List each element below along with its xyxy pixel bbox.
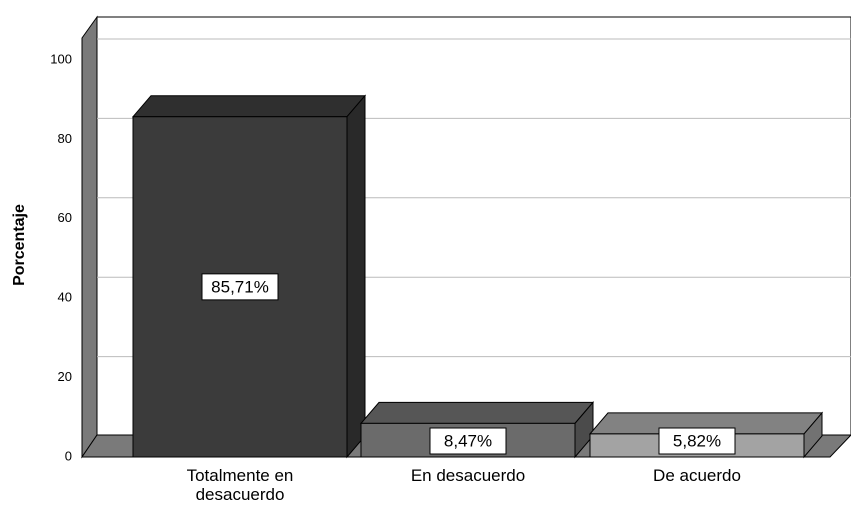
y-tick-label: 40 [58, 290, 72, 305]
y-tick-label: 60 [58, 210, 72, 225]
y-tick-label: 80 [58, 131, 72, 146]
y-axis-label: Porcentaje [11, 204, 28, 286]
side-wall [81, 15, 98, 459]
value-label: 5,82% [673, 431, 721, 450]
y-tick-label: 100 [50, 51, 72, 66]
value-label-box [658, 427, 736, 455]
bar-side [346, 94, 366, 459]
y-tick-label: 0 [65, 448, 72, 463]
x-tick-label: De acuerdo [653, 466, 741, 485]
x-tick-label: Totalmente en desacuerdo [186, 466, 294, 504]
value-label: 8,47% [444, 431, 492, 450]
value-label-box [429, 427, 507, 455]
value-label-box [201, 273, 279, 301]
y-tick-label: 20 [58, 369, 72, 384]
bar-top [131, 95, 367, 118]
bar-top [359, 401, 595, 424]
x-tick-label: En desacuerdo [410, 466, 526, 485]
value-label: 85,71% [211, 277, 269, 296]
